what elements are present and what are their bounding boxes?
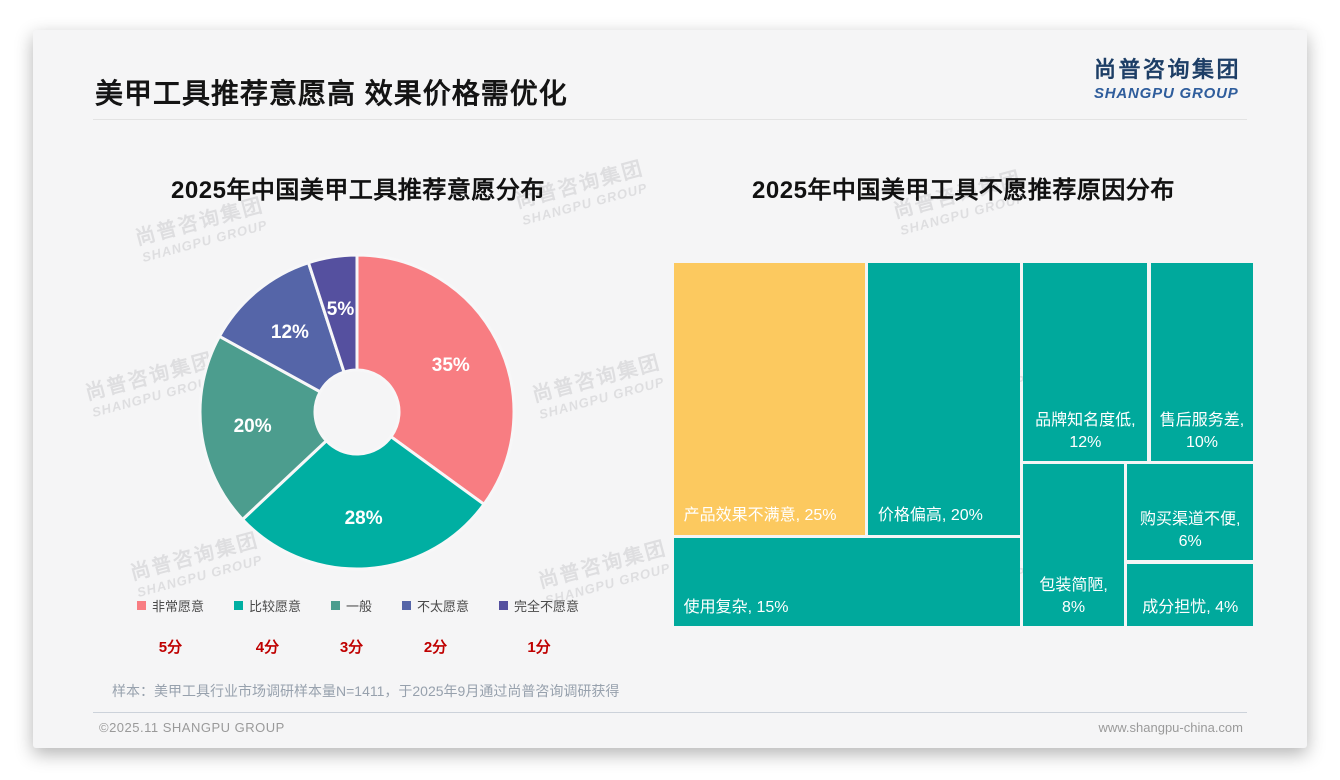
legend-label: 完全不愿意	[514, 599, 580, 614]
treemap-label-value: 8%	[1062, 598, 1086, 616]
treemap-block-2: 使用复杂, 15%	[673, 537, 1021, 627]
treemap-block-1: 价格偏高, 20%	[867, 262, 1021, 535]
legend-swatch-icon	[136, 601, 146, 610]
donut-slice-label-4: 5%	[327, 299, 355, 320]
treemap-block-label: 品牌知名度低, 12%	[1035, 410, 1135, 453]
treemap-block-label: 产品效果不满意, 25%	[683, 507, 837, 525]
treemap-label-name: 购买渠道不便,	[1139, 511, 1241, 529]
donut-slice-label-2: 20%	[234, 416, 272, 437]
legend-swatch-icon	[330, 601, 340, 610]
donut-chart-title: 2025年中国美甲工具推荐意愿分布	[171, 177, 545, 204]
legend-swatch-icon	[233, 601, 243, 610]
treemap-block-5: 包装简陋, 8%	[1023, 464, 1124, 627]
legend-label: 非常愿意	[151, 599, 204, 614]
legend-score: 4分	[255, 639, 280, 656]
donut-legend: 非常愿意 5分 比较愿意 4分 一般 3分 不太愿意 2分 完全不愿意 1分	[103, 596, 613, 657]
logo-chinese-text: 尚普咨询集团	[1093, 57, 1241, 82]
treemap-label-name: 品牌知名度低,	[1035, 412, 1136, 430]
legend-swatch-icon	[402, 601, 411, 610]
donut-slice-0	[355, 253, 516, 506]
legend-score: 1分	[527, 639, 551, 656]
treemap-block-label: 价格偏高, 20%	[877, 507, 983, 525]
footer-website: www.shangpu-china.com	[1098, 720, 1243, 735]
legend-entry-2: 一般 3分	[330, 596, 372, 657]
legend-score: 2分	[423, 639, 448, 656]
legend-item: 一般	[330, 596, 372, 615]
donut-chart: 35% 28% 20% 12% 5%	[198, 253, 516, 571]
legend-entry-3: 不太愿意 2分	[402, 596, 469, 657]
legend-score: 5分	[158, 639, 183, 656]
page-title: 美甲工具推荐意愿高 效果价格需优化	[95, 78, 568, 109]
legend-score: 3分	[339, 639, 364, 656]
sample-note: 样本：美甲工具行业市场调研样本量N=1411，于2025年9月通过尚普咨询调研获…	[112, 683, 620, 699]
treemap-label-name: 包装简陋,	[1039, 577, 1108, 595]
legend-entry-4: 完全不愿意 1分	[499, 596, 579, 657]
treemap-block-0: 产品效果不满意, 25%	[673, 262, 865, 535]
donut-slice-2	[198, 334, 328, 521]
legend-item: 非常愿意	[136, 596, 204, 615]
donut-slice-1	[241, 435, 486, 571]
treemap-label-value: 10%	[1185, 433, 1218, 451]
title-divider	[93, 119, 1247, 120]
legend-label: 不太愿意	[417, 599, 470, 614]
treemap-block-7: 成分担忧, 4%	[1127, 563, 1254, 627]
legend-entry-0: 非常愿意 5分	[136, 596, 204, 657]
footer-copyright: ©2025.11 SHANGPU GROUP	[99, 720, 285, 735]
treemap-block-label: 包装简陋, 8%	[1039, 575, 1107, 618]
treemap-chart-title: 2025年中国美甲工具不愿推荐原因分布	[752, 177, 1175, 204]
donut-slice-3	[217, 261, 346, 394]
company-logo: 尚普咨询集团 SHANGPU GROUP	[1094, 52, 1241, 102]
legend-item: 不太愿意	[402, 596, 469, 615]
legend-label: 比较愿意	[248, 599, 301, 614]
footer-divider	[93, 712, 1247, 713]
donut-slice-label-1: 28%	[345, 508, 383, 529]
slide-card: 尚普咨询集团 SHANGPU GROUP 尚普咨询集团 SHANGPU GROUP 尚普…	[33, 30, 1307, 748]
legend-label: 一般	[345, 599, 372, 614]
donut-slice-4	[306, 253, 359, 374]
treemap-block-label: 购买渠道不便, 6%	[1140, 509, 1240, 552]
treemap-label-name: 售后服务差,	[1159, 412, 1245, 430]
treemap-block-label: 售后服务差, 10%	[1160, 410, 1244, 453]
treemap-block-6: 购买渠道不便, 6%	[1127, 464, 1254, 561]
donut-slice-label-0: 35%	[432, 355, 470, 376]
treemap-block-label: 成分担忧, 4%	[1142, 598, 1239, 616]
watermark-cn: 尚普咨询集团	[536, 537, 670, 593]
legend-entry-1: 比较愿意 4分	[233, 596, 301, 657]
watermark-en: SHANGPU GROUP	[537, 374, 667, 422]
treemap-block-4: 售后服务差, 10%	[1150, 262, 1254, 462]
treemap-block-3: 品牌知名度低, 12%	[1023, 262, 1148, 462]
legend-item: 完全不愿意	[499, 596, 579, 615]
legend-swatch-icon	[499, 601, 509, 610]
treemap-label-value: 6%	[1178, 532, 1202, 550]
treemap-chart: 产品效果不满意, 25% 价格偏高, 20% 使用复杂, 15% 品牌知名度低, 12%…	[672, 261, 1255, 628]
donut-slice-label-3: 12%	[271, 322, 309, 343]
treemap-label-value: 12%	[1069, 433, 1102, 451]
watermark-cn: 尚普咨询集团	[530, 351, 664, 407]
logo-english-text: SHANGPU GROUP	[1093, 85, 1239, 102]
legend-item: 比较愿意	[233, 596, 301, 615]
treemap-block-label: 使用复杂, 15%	[683, 598, 789, 616]
